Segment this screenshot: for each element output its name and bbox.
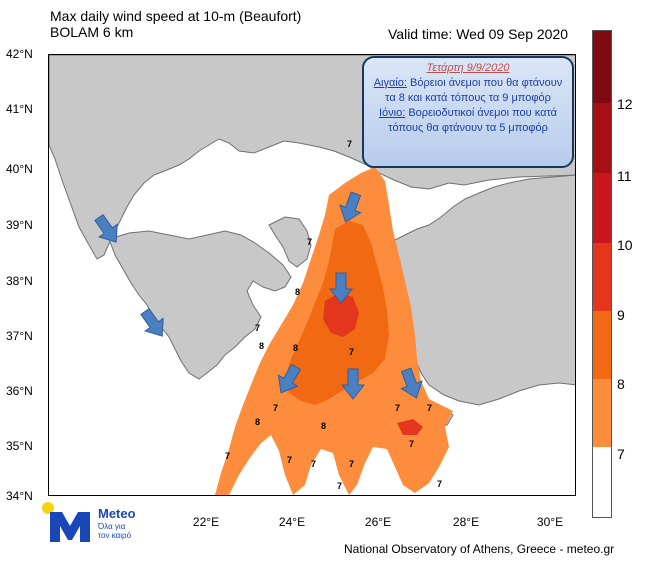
forecast-date: Τετάρτη 9/9/2020: [426, 62, 510, 74]
contour-label: 8: [255, 417, 260, 427]
meteo-logo-icon: [42, 502, 90, 542]
wind-arrow-icon: [339, 191, 362, 223]
map-canvas: 7 7 8 8 7 8 7 7 8 8 7 7 7 7 7 7 7 7 7: [49, 55, 575, 495]
contour-label: 7: [225, 451, 230, 461]
wind-arrows: [94, 191, 423, 400]
logo-name: Meteo: [98, 506, 136, 521]
lat-label-40: 40°N: [6, 162, 33, 176]
wind-arrow-icon: [140, 307, 164, 337]
colorbar-label: 10: [617, 237, 633, 253]
aegean-forecast: Αιγαίο: Βόρειοι άνεμοι που θα φτάνουν τα…: [370, 76, 566, 106]
wind-arrow-icon: [340, 368, 366, 400]
contour-label: 7: [395, 403, 400, 413]
logo-tagline: Όλα για τον καιρό: [98, 522, 132, 540]
colorbar-label: 8: [617, 376, 625, 392]
colorbar-label: 7: [617, 446, 625, 462]
contour-label: 7: [349, 459, 354, 469]
colorbar-label: 11: [617, 168, 632, 184]
lat-label-38: 38°N: [6, 274, 33, 288]
colorbar-segment: [593, 379, 611, 447]
contour-label: 7: [287, 455, 292, 465]
valid-time: Valid time: Wed 09 Sep 2020: [388, 26, 569, 42]
wind-area-9: [323, 293, 359, 337]
colorbar-segment: [593, 447, 611, 517]
colorbar-segment: [593, 173, 611, 243]
wind-area-9-crete: [397, 419, 423, 435]
lon-label-22: 22°E: [192, 515, 220, 529]
lon-label-24: 24°E: [278, 515, 306, 529]
lon-label-30: 30°E: [536, 515, 564, 529]
credit-line: National Observatory of Athens, Greece -…: [344, 542, 615, 556]
aegean-forecast-text: Βόρειοι άνεμοι που θα φτάνουν τα 8 και κ…: [385, 77, 563, 104]
contour-label: 7: [409, 439, 414, 449]
ionian-forecast: Ιόνιο: Βορειοδυτικοί άνεμοι που κατά τόπ…: [370, 106, 566, 136]
colorbar-segment: [593, 103, 611, 173]
lat-label-42: 42°N: [6, 47, 33, 61]
colorbar-segment: [593, 311, 611, 379]
wind-arrow-icon: [277, 363, 302, 394]
lat-label-39: 39°N: [6, 218, 33, 232]
contour-label: 7: [437, 479, 442, 489]
lat-label-34: 34°N: [6, 489, 33, 503]
euboea-island: [268, 216, 312, 268]
contour-label: 7: [255, 323, 260, 333]
colorbar: [592, 30, 612, 518]
contour-label: 8: [295, 287, 300, 297]
contour-label: 7: [337, 481, 342, 491]
map-title: Max daily wind speed at 10-m (Beaufort) …: [50, 8, 301, 40]
contour-label: 8: [293, 343, 298, 353]
contour-label: 7: [349, 347, 354, 357]
title-line-1: Max daily wind speed at 10-m (Beaufort): [50, 8, 302, 24]
lat-label-36: 36°N: [6, 384, 33, 398]
lat-label-41: 41°N: [6, 102, 33, 116]
contour-label: 8: [321, 421, 326, 431]
lon-label-28: 28°E: [452, 515, 480, 529]
wind-arrow-icon: [328, 272, 354, 304]
colorbar-segment: [593, 31, 611, 103]
contour-label: 8: [259, 341, 264, 351]
colorbar-label: 9: [617, 307, 625, 323]
contour-label: 7: [427, 403, 432, 413]
contour-label: 7: [273, 403, 278, 413]
lat-label-35: 35°N: [6, 439, 33, 453]
wind-arrow-icon: [400, 367, 423, 399]
lat-label-37: 37°N: [6, 329, 33, 343]
contour-label: 7: [311, 459, 316, 469]
ionian-region-label: Ιόνιο:: [378, 107, 406, 119]
forecast-info-box: Τετάρτη 9/9/2020 Αιγαίο: Βόρειοι άνεμοι …: [362, 56, 574, 168]
wind-arrow-icon: [94, 213, 118, 243]
contour-label: 7: [307, 237, 312, 247]
colorbar-segment: [593, 243, 611, 311]
colorbar-label: 12: [617, 96, 633, 112]
aegean-region-label: Αιγαίο:: [373, 77, 407, 89]
contour-label: 7: [347, 139, 352, 149]
lon-label-26: 26°E: [364, 515, 392, 529]
title-line-2: BOLAM 6 km: [50, 24, 134, 40]
ionian-forecast-text: Βορειοδυτικοί άνεμοι που κατά τόπους θα …: [388, 107, 558, 134]
